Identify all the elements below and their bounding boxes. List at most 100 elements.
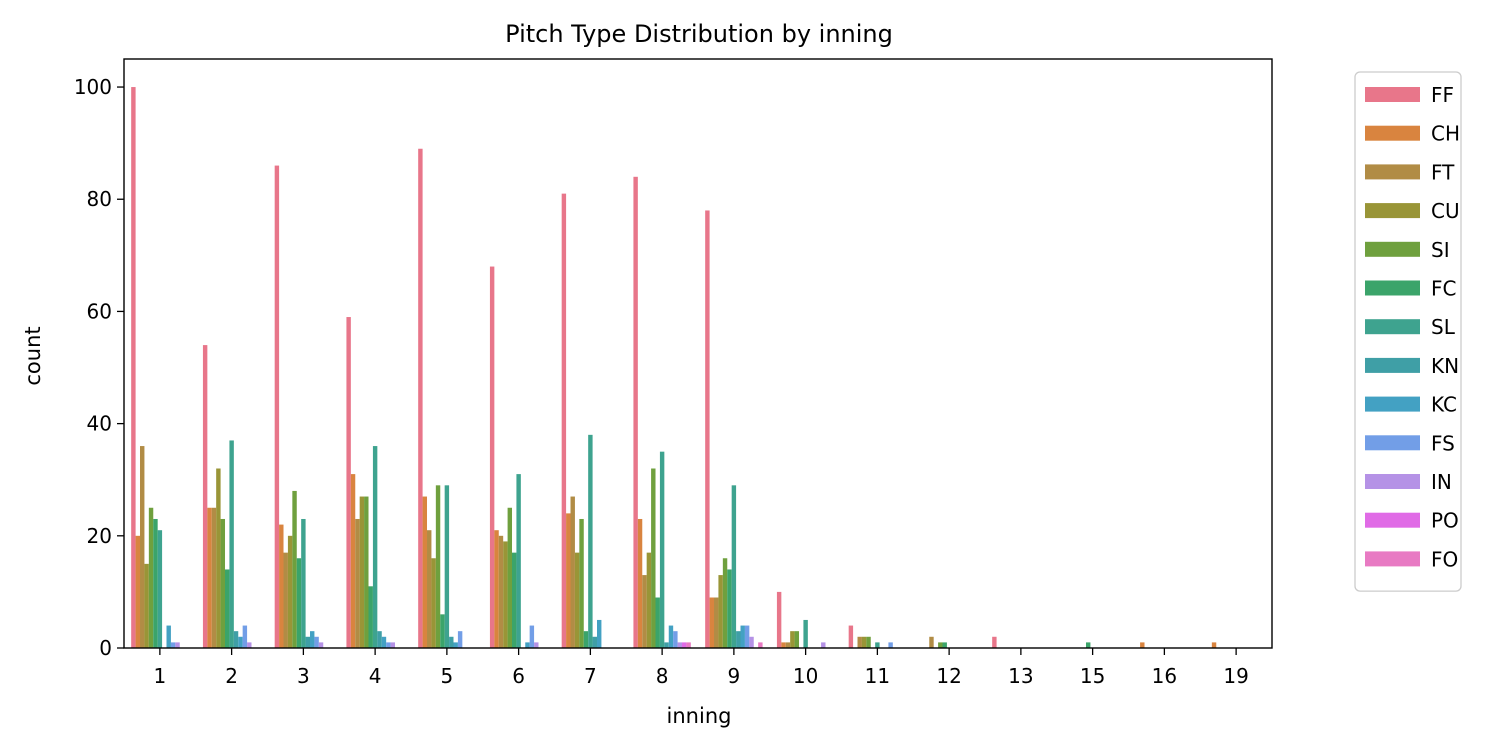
legend-swatch [1365,280,1420,296]
legend-swatch [1365,512,1420,528]
legend-swatch [1365,474,1420,489]
bar [646,552,652,648]
bar [305,636,310,648]
bar [422,496,428,648]
x-axis-label: inning [667,704,732,728]
bar [512,552,517,648]
legend-label: IN [1431,470,1452,494]
bar [216,468,221,648]
bar [148,507,154,648]
x-tick-label: 2 [225,664,238,688]
bar [279,524,284,648]
bar [790,631,795,648]
bar [350,474,356,648]
bar [390,642,395,648]
bar [785,642,791,648]
x-tick-label: 6 [512,664,525,688]
bar [1211,642,1217,648]
y-tick-label: 40 [87,412,112,436]
plot-frame [123,58,1273,649]
bar [166,625,171,648]
x-tick-label: 15 [1080,664,1105,688]
legend-label: FF [1431,83,1454,107]
bar [494,530,499,648]
bar [875,642,880,648]
bar [857,636,862,648]
x-tick-label: 10 [793,664,818,688]
bar [534,642,539,648]
y-tick-label: 0 [99,636,112,660]
bar [287,535,293,648]
legend-swatch [1365,164,1420,180]
bar [776,591,782,648]
bar [718,575,723,648]
bar [359,496,365,648]
bar [659,451,665,648]
legend-swatch [1365,551,1420,567]
chart-title: Pitch Type Distribution by inning [505,20,893,48]
bar [144,563,149,648]
bar [633,176,638,649]
bar [866,636,871,648]
bar [651,468,656,648]
bar [722,558,728,648]
bar [803,619,808,648]
x-tick-label: 19 [1223,664,1248,688]
bar [211,507,217,648]
bar [736,631,741,648]
bar [740,625,745,648]
bar [566,513,571,648]
bar [637,518,643,648]
x-tick-label: 9 [728,664,741,688]
bar [861,636,867,648]
bar [131,87,136,649]
bar [238,636,243,648]
bar [247,642,252,648]
legend-label: CH [1431,122,1460,146]
bar [372,446,378,648]
bar [664,642,669,648]
x-tick-label: 7 [584,664,597,688]
legend-swatch [1365,435,1420,451]
bar [727,569,732,648]
bar [794,631,800,648]
bar [938,642,943,648]
bar [1140,642,1145,648]
bar [992,636,997,648]
bar [368,586,373,648]
legend-swatch [1365,396,1420,412]
bar [507,507,513,648]
bar [525,642,530,648]
bar [498,535,504,648]
y-axis-label: count [21,326,45,385]
legend-label: FO [1431,547,1458,571]
bar [229,440,234,648]
bar [668,625,674,648]
bar [440,614,445,648]
bar [364,496,369,648]
bar [709,597,715,648]
bar [170,642,176,648]
legend-swatch [1365,357,1420,373]
bar [529,625,535,648]
bar [140,446,145,648]
bar [942,642,947,648]
bar [314,636,319,648]
bar [655,597,660,648]
x-tick-label: 16 [1152,664,1177,688]
legend-swatch [1365,319,1420,335]
bar [592,636,597,648]
bar [457,631,463,648]
bar [157,530,163,648]
bar [301,518,306,648]
bar [381,636,387,648]
y-tick-label: 100 [74,75,112,99]
x-tick-label: 1 [154,664,167,688]
bar [274,165,280,648]
bar [561,193,567,648]
bar [296,558,302,648]
bar [318,642,324,648]
bar [583,631,589,648]
bar [453,642,458,648]
